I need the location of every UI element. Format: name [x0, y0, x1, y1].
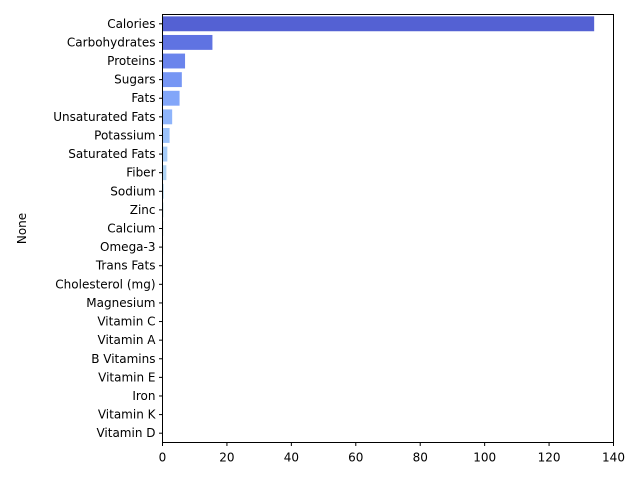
y-tick-label: Vitamin A: [98, 333, 157, 347]
y-tick-label: Carbohydrates: [67, 35, 156, 49]
x-axis-ticks: 0 20 40 60 80 100 120 140: [159, 443, 625, 465]
y-tick-label: Vitamin D: [96, 426, 155, 440]
y-tick-label: Calories: [107, 17, 155, 31]
bar: [163, 54, 186, 69]
x-tick-label: 120: [538, 451, 561, 465]
x-tick-label: 140: [602, 451, 625, 465]
y-tick-label: Proteins: [107, 54, 155, 68]
y-tick-label: Sodium: [110, 184, 155, 198]
y-tick-label: Sugars: [114, 73, 155, 87]
y-tick-label: Magnesium: [86, 296, 155, 310]
bar: [163, 72, 182, 87]
x-tick-label: 80: [413, 451, 428, 465]
x-tick-label: 0: [159, 451, 167, 465]
y-tick-label: Trans Fats: [95, 259, 156, 273]
bar: [163, 165, 167, 180]
x-tick-label: 100: [473, 451, 496, 465]
bar: [163, 147, 168, 162]
y-tick-label: Vitamin C: [97, 315, 155, 329]
y-tick-label: Calcium: [107, 222, 155, 236]
y-tick-label: Fiber: [126, 166, 155, 180]
y-tick-label: Cholesterol (mg): [55, 277, 155, 291]
bar: [163, 16, 595, 31]
y-tick-label: Vitamin E: [98, 370, 155, 384]
x-tick-label: 60: [348, 451, 363, 465]
y-tick-label: Omega-3: [100, 240, 155, 254]
bar: [163, 109, 173, 124]
y-axis-label: None: [15, 213, 29, 244]
bar: [163, 91, 180, 106]
x-tick-label: 40: [284, 451, 299, 465]
y-tick-label: Fats: [131, 91, 155, 105]
x-tick-label: 20: [219, 451, 234, 465]
y-axis-ticks: Calories Carbohydrates Proteins Sugars Fats U…: [53, 17, 162, 440]
y-tick-label: Potassium: [94, 128, 155, 142]
y-tick-label: Zinc: [130, 203, 156, 217]
bar: [163, 128, 170, 143]
plot-frame: [163, 15, 614, 443]
y-tick-label: Vitamin K: [98, 408, 157, 422]
y-tick-label: Saturated Fats: [68, 147, 155, 161]
bars-group: [163, 16, 595, 440]
y-tick-label: Iron: [132, 389, 155, 403]
bar: [163, 35, 213, 50]
y-tick-label: B Vitamins: [91, 352, 155, 366]
y-tick-label: Unsaturated Fats: [53, 110, 155, 124]
